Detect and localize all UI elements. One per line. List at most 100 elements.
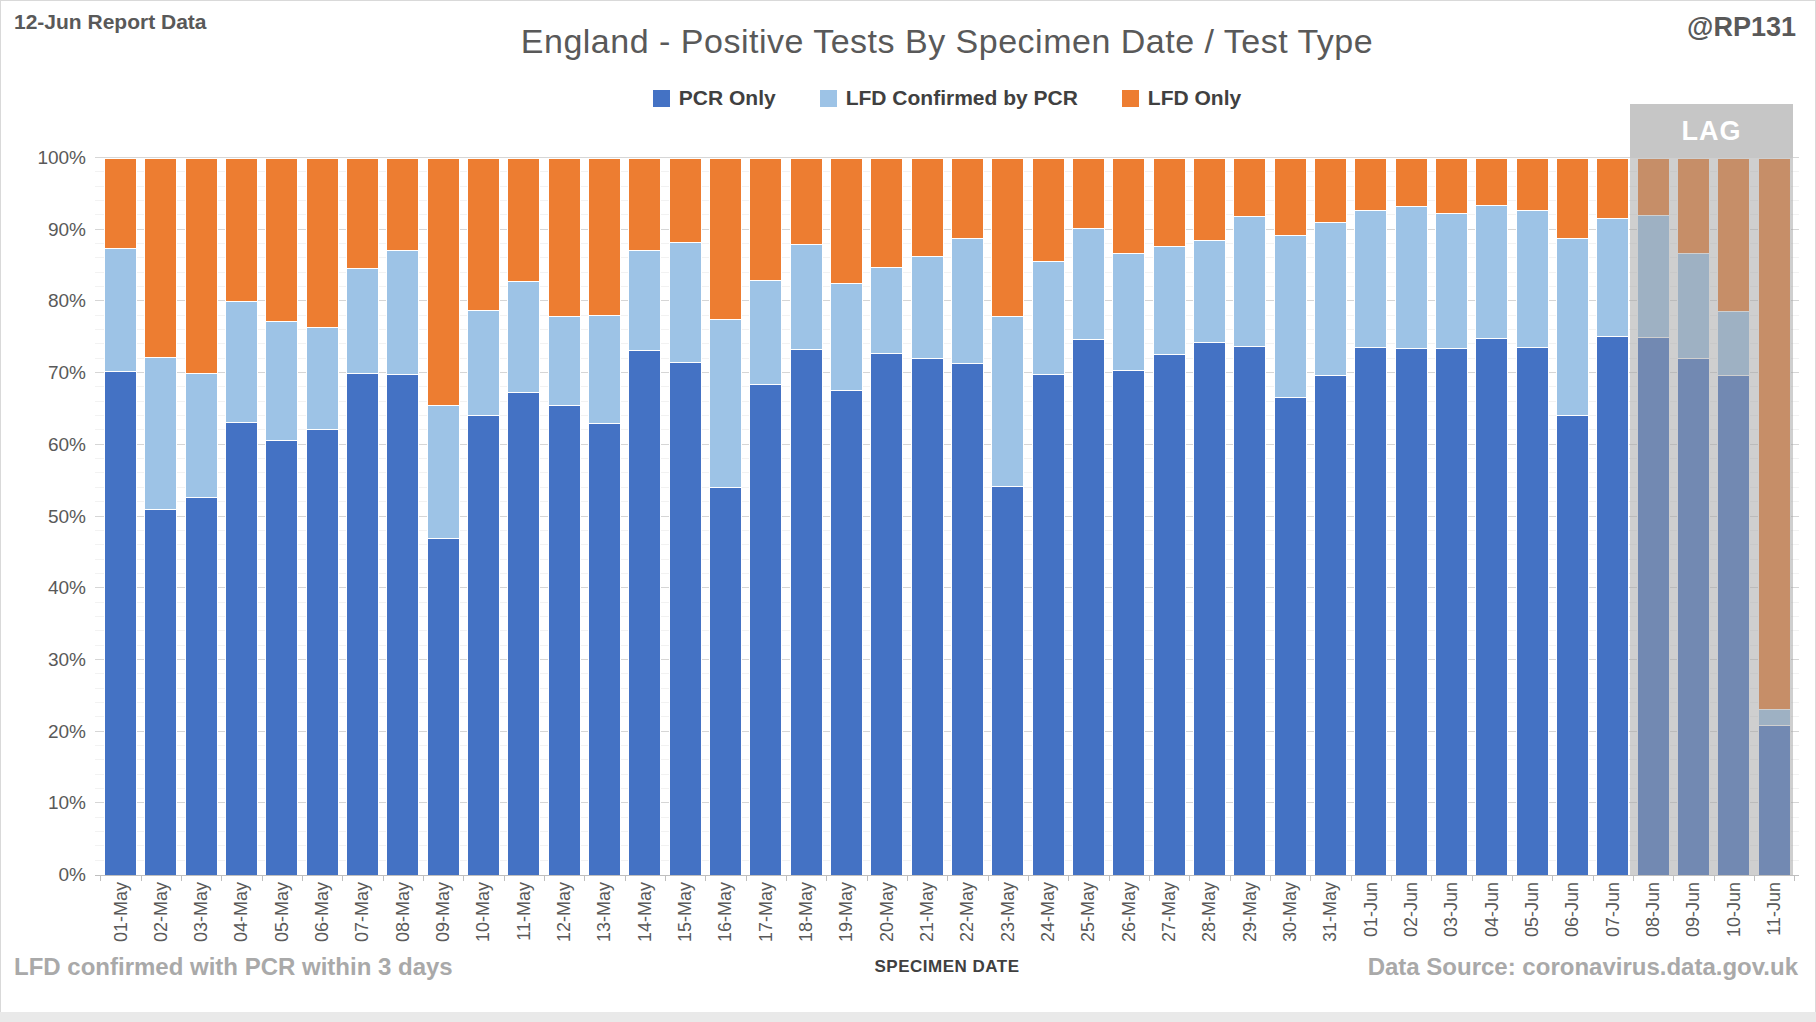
segment-pcr-only	[1032, 374, 1065, 875]
segment-lfd-only	[749, 158, 782, 280]
segment-lfd-confirmed-by-pcr	[709, 319, 742, 487]
x-tick-label: 20-May	[876, 882, 898, 966]
segment-pcr-only	[1193, 342, 1226, 875]
x-tick-mark	[1351, 875, 1352, 881]
x-tick-mark	[1189, 875, 1190, 881]
x-tick-label: 17-May	[755, 882, 777, 966]
segment-lfd-confirmed-by-pcr	[1516, 210, 1549, 348]
segment-lfd-only	[1193, 158, 1226, 240]
x-tick-mark	[423, 875, 424, 881]
x-tick-mark	[867, 875, 868, 881]
pcr-only-swatch-icon	[653, 90, 670, 107]
segment-lfd-confirmed-by-pcr	[1314, 222, 1347, 375]
segment-lfd-only	[1112, 158, 1145, 253]
x-tick-mark	[262, 875, 263, 881]
y-tick-label: 20%	[0, 721, 86, 743]
chart-title: England - Positive Tests By Specimen Dat…	[95, 22, 1799, 61]
bar-08-May	[386, 158, 419, 875]
x-tick-mark	[1794, 875, 1795, 881]
x-tick-mark	[302, 875, 303, 881]
y-tick-label: 80%	[0, 290, 86, 312]
y-tick-label: 60%	[0, 434, 86, 456]
bar-15-May	[669, 158, 702, 875]
x-tick-label: 28-May	[1198, 882, 1220, 966]
bar-31-May	[1314, 158, 1347, 875]
x-tick-mark	[584, 875, 585, 881]
lag-overlay	[1630, 158, 1793, 875]
x-tick-mark	[100, 875, 101, 881]
bar-03-May	[185, 158, 218, 875]
segment-lfd-only	[669, 158, 702, 242]
segment-lfd-only	[265, 158, 298, 321]
segment-lfd-only	[1596, 158, 1629, 218]
segment-lfd-only	[830, 158, 863, 283]
segment-lfd-only	[870, 158, 903, 267]
lag-header-box: LAG	[1630, 104, 1793, 158]
segment-lfd-confirmed-by-pcr	[1354, 210, 1387, 346]
x-tick-mark	[383, 875, 384, 881]
bar-28-May	[1193, 158, 1226, 875]
x-tick-label: 16-May	[714, 882, 736, 966]
x-tick-mark	[544, 875, 545, 881]
x-tick-label: 24-May	[1037, 882, 1059, 966]
x-tick-mark	[1109, 875, 1110, 881]
x-tick-label: 12-May	[553, 882, 575, 966]
x-tick-mark	[1472, 875, 1473, 881]
segment-lfd-only	[185, 158, 218, 373]
bar-09-May	[427, 158, 460, 875]
segment-lfd-only	[225, 158, 258, 301]
bar-21-May	[911, 158, 944, 875]
x-tick-label: 10-May	[472, 882, 494, 966]
segment-lfd-confirmed-by-pcr	[346, 268, 379, 373]
segment-lfd-confirmed-by-pcr	[1475, 205, 1508, 338]
segment-lfd-confirmed-by-pcr	[1596, 218, 1629, 336]
x-tick-label: 31-May	[1319, 882, 1341, 966]
segment-lfd-only	[709, 158, 742, 319]
segment-lfd-confirmed-by-pcr	[185, 373, 218, 497]
bar-06-Jun	[1556, 158, 1589, 875]
x-tick-label: 25-May	[1077, 882, 1099, 966]
segment-pcr-only	[628, 350, 661, 875]
y-tick-label: 100%	[0, 147, 86, 169]
segment-lfd-only	[951, 158, 984, 238]
bar-16-May	[709, 158, 742, 875]
legend-item-lfd-only: LFD Only	[1122, 86, 1241, 110]
bar-03-Jun	[1435, 158, 1468, 875]
bar-19-May	[830, 158, 863, 875]
segment-pcr-only	[507, 392, 540, 875]
segment-lfd-confirmed-by-pcr	[467, 310, 500, 415]
segment-lfd-only	[911, 158, 944, 256]
x-tick-label: 11-May	[513, 882, 535, 966]
bar-05-Jun	[1516, 158, 1549, 875]
x-tick-mark	[786, 875, 787, 881]
segment-pcr-only	[306, 429, 339, 875]
bar-06-May	[306, 158, 339, 875]
segment-pcr-only	[951, 363, 984, 875]
segment-lfd-only	[628, 158, 661, 250]
x-tick-label: 13-May	[593, 882, 615, 966]
x-tick-label: 21-May	[916, 882, 938, 966]
x-tick-label: 23-May	[997, 882, 1019, 966]
segment-lfd-confirmed-by-pcr	[265, 321, 298, 439]
segment-pcr-only	[1395, 348, 1428, 875]
segment-lfd-confirmed-by-pcr	[790, 244, 823, 349]
segment-lfd-confirmed-by-pcr	[628, 250, 661, 350]
segment-lfd-confirmed-by-pcr	[427, 405, 460, 538]
bar-23-May	[991, 158, 1024, 875]
bar-04-Jun	[1475, 158, 1508, 875]
segment-pcr-only	[1596, 336, 1629, 875]
x-tick-label: 26-May	[1118, 882, 1140, 966]
segment-lfd-confirmed-by-pcr	[225, 301, 258, 421]
segment-lfd-only	[1395, 158, 1428, 206]
segment-lfd-only	[588, 158, 621, 315]
segment-pcr-only	[1516, 347, 1549, 875]
segment-pcr-only	[1314, 375, 1347, 875]
x-tick-label: 18-May	[795, 882, 817, 966]
segment-lfd-confirmed-by-pcr	[669, 242, 702, 362]
x-tick-mark	[625, 875, 626, 881]
x-tick-mark	[221, 875, 222, 881]
segment-pcr-only	[225, 422, 258, 875]
bar-01-May	[104, 158, 137, 875]
x-tick-mark	[947, 875, 948, 881]
bar-17-May	[749, 158, 782, 875]
